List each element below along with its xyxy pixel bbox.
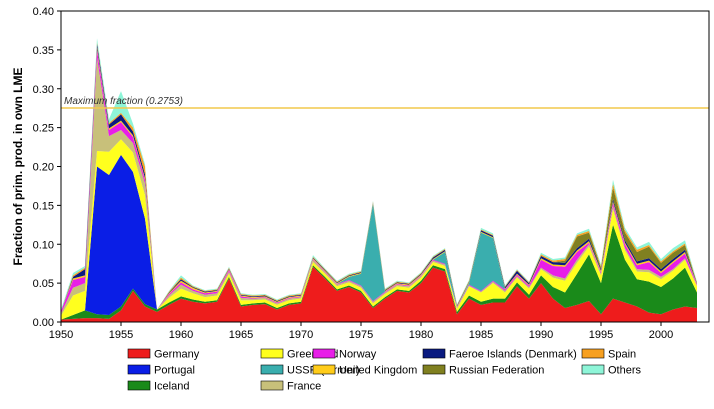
area-greenland bbox=[61, 139, 697, 320]
area-layers bbox=[61, 38, 697, 322]
legend-label: Spain bbox=[608, 349, 636, 361]
legend-label: Others bbox=[608, 365, 642, 377]
legend-item-norway: Norway bbox=[312, 348, 377, 361]
x-tick-label: 1985 bbox=[469, 329, 493, 341]
x-tick-label: 1980 bbox=[409, 329, 433, 341]
legend-item-iceland: Iceland bbox=[127, 380, 189, 393]
legend-swatch bbox=[260, 364, 284, 375]
legend-swatch bbox=[127, 380, 151, 391]
legend-item-france: France bbox=[260, 380, 321, 393]
y-tick-label: 0.35 bbox=[33, 45, 54, 57]
axes: 0.00 0.05 0.10 0.15 0.20 0.25 0.30 0.35 0.40 1950… bbox=[33, 6, 710, 341]
legend-label: Norway bbox=[339, 349, 377, 361]
legend: Germany Greenland Norway Faeroe Islands (De… bbox=[127, 348, 642, 393]
x-tick-label: 1950 bbox=[49, 329, 73, 341]
legend-item-russian-federation: Russian Federation bbox=[422, 364, 544, 377]
legend-label: France bbox=[287, 381, 321, 393]
x-tick-label: 1995 bbox=[589, 329, 613, 341]
legend-swatch bbox=[422, 364, 446, 375]
legend-swatch bbox=[127, 348, 151, 359]
x-tick-label: 1990 bbox=[529, 329, 553, 341]
y-tick-label: 0.40 bbox=[33, 6, 54, 18]
y-tick-label: 0.30 bbox=[33, 84, 54, 96]
legend-label: Russian Federation bbox=[449, 365, 544, 377]
legend-label: Portugal bbox=[154, 365, 195, 377]
legend-swatch bbox=[581, 348, 605, 359]
x-tick-label: 1960 bbox=[169, 329, 193, 341]
y-tick-label: 0.20 bbox=[33, 162, 54, 174]
y-tick-label: 0.05 bbox=[33, 278, 54, 290]
legend-swatch bbox=[260, 380, 284, 391]
x-tick-label: 1970 bbox=[289, 329, 313, 341]
legend-label: United Kingdom bbox=[339, 365, 417, 377]
y-axis-label: Fraction of prim. prod. in own LME bbox=[11, 68, 25, 266]
x-tick-label: 1955 bbox=[109, 329, 133, 341]
y-tick-label: 0.00 bbox=[33, 317, 54, 329]
legend-item-others: Others bbox=[581, 364, 642, 377]
legend-swatch bbox=[422, 348, 446, 359]
legend-swatch bbox=[312, 348, 336, 359]
legend-item-united-kingdom: United Kingdom bbox=[312, 364, 417, 377]
legend-item-spain: Spain bbox=[581, 348, 636, 361]
legend-label: Faeroe Islands (Denmark) bbox=[449, 349, 577, 361]
legend-item-portugal: Portugal bbox=[127, 364, 195, 377]
x-tick-label: 1975 bbox=[349, 329, 373, 341]
legend-swatch bbox=[581, 364, 605, 375]
area-germany bbox=[61, 266, 697, 322]
legend-label: Iceland bbox=[154, 381, 189, 393]
legend-swatch bbox=[127, 364, 151, 375]
legend-swatch bbox=[260, 348, 284, 359]
x-tick-label: 1965 bbox=[229, 329, 253, 341]
legend-swatch bbox=[312, 364, 336, 375]
legend-label: Germany bbox=[154, 349, 200, 361]
y-tick-label: 0.10 bbox=[33, 239, 54, 251]
legend-item-faeroe-islands-denmark: Faeroe Islands (Denmark) bbox=[422, 348, 577, 361]
x-tick-label: 2000 bbox=[649, 329, 673, 341]
y-tick-label: 0.15 bbox=[33, 200, 54, 212]
legend-item-germany: Germany bbox=[127, 348, 200, 361]
area-iceland bbox=[61, 224, 697, 320]
maximum-fraction-label: Maximum fraction (0.2753) bbox=[64, 96, 183, 107]
area-ussr-former bbox=[61, 49, 697, 312]
y-tick-label: 0.25 bbox=[33, 123, 54, 135]
area-portugal bbox=[61, 154, 697, 320]
